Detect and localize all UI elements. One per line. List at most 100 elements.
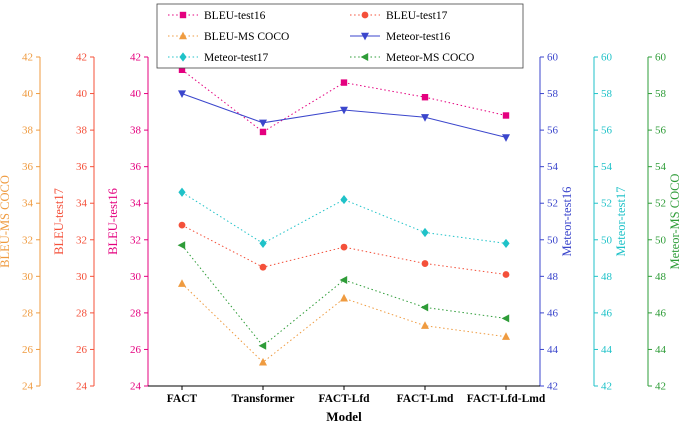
y-tick-label: 36 <box>76 161 88 173</box>
y-axis-title: BLEU-test17 <box>52 188 66 255</box>
y-tick-label: 38 <box>76 125 88 137</box>
legend-label: Meteor-test17 <box>204 52 269 64</box>
y-tick-label: 26 <box>22 344 34 356</box>
y-tick-label: 44 <box>601 344 613 356</box>
y-tick-label: 50 <box>655 234 667 246</box>
y-tick-label: 48 <box>601 271 613 283</box>
y-tick-label: 32 <box>22 234 33 246</box>
y-axis-title: BLEU-MS COCO <box>0 175 12 268</box>
y-tick-label: 30 <box>130 271 142 283</box>
y-tick-label: 44 <box>655 344 667 356</box>
y-tick-label: 42 <box>76 52 87 64</box>
y-tick-label: 42 <box>655 381 666 393</box>
y-axis-title: Meteor-MS COCO <box>668 174 682 270</box>
series-meteor-test17 <box>178 187 510 249</box>
x-tick-label: FACT-Lmd <box>397 393 454 405</box>
y-tick-label: 36 <box>130 161 142 173</box>
y-tick-label: 38 <box>130 125 142 137</box>
y-tick-label: 40 <box>76 88 88 100</box>
x-axis-title: Model <box>326 409 362 424</box>
y-tick-label: 54 <box>547 161 559 173</box>
y-tick-label: 34 <box>130 198 142 210</box>
legend-label: Meteor-MS COCO <box>386 52 474 64</box>
y-tick-label: 54 <box>655 161 667 173</box>
y-axis-title: Meteor-test16 <box>560 187 574 257</box>
y-tick-label: 58 <box>547 88 559 100</box>
y-axis-bleu-test16: 24 26 28 30 32 34 36 38 40 42 BLEU-test16 <box>106 52 149 393</box>
series-bleu-test16 <box>178 66 510 136</box>
y-tick-label: 38 <box>22 125 34 137</box>
legend-item-bleu-test17: BLEU-test17 <box>350 10 448 22</box>
y-tick-label: 46 <box>655 307 667 319</box>
legend-item-meteor-ms-coco: Meteor-MS COCO <box>350 52 474 64</box>
x-tick-label: Transformer <box>231 393 294 405</box>
y-tick-label: 58 <box>655 88 667 100</box>
y-tick-label: 28 <box>130 307 142 319</box>
y-tick-label: 48 <box>655 271 667 283</box>
legend-label: BLEU-test17 <box>386 10 448 22</box>
y-tick-label: 46 <box>547 307 559 319</box>
y-tick-label: 28 <box>22 307 34 319</box>
y-tick-label: 30 <box>22 271 34 283</box>
series-bleu-test17 <box>178 221 510 278</box>
y-tick-label: 32 <box>76 234 87 246</box>
y-tick-label: 28 <box>76 307 88 319</box>
legend-label: Meteor-test16 <box>386 31 451 43</box>
y-axis-meteor-test17: 42 44 46 48 50 52 54 56 58 60 Meteor-test17 <box>593 52 628 393</box>
y-tick-label: 52 <box>547 198 558 210</box>
legend-item-meteor-test16: Meteor-test16 <box>350 31 451 43</box>
y-tick-label: 48 <box>547 271 559 283</box>
y-tick-label: 50 <box>601 234 613 246</box>
legend-item-meteor-test17: Meteor-test17 <box>168 52 269 64</box>
y-tick-label: 44 <box>547 344 559 356</box>
y-tick-label: 54 <box>601 161 613 173</box>
legend-item-bleu-ms-coco: BLEU-MS COCO <box>168 31 289 43</box>
x-tick-label: FACT-Lfd-Lmd <box>467 393 546 405</box>
y-tick-label: 34 <box>76 198 88 210</box>
y-tick-label: 60 <box>601 52 613 64</box>
y-tick-label: 36 <box>22 161 34 173</box>
x-tick-label: FACT-Lfd <box>318 393 370 405</box>
y-tick-label: 50 <box>547 234 559 246</box>
y-tick-label: 34 <box>22 198 34 210</box>
legend-label: BLEU-MS COCO <box>204 31 289 43</box>
y-tick-label: 58 <box>601 88 613 100</box>
y-tick-label: 32 <box>130 234 141 246</box>
y-tick-label: 26 <box>76 344 88 356</box>
y-tick-label: 46 <box>601 307 613 319</box>
y-axis-title: Meteor-test17 <box>614 187 628 257</box>
y-tick-label: 60 <box>655 52 667 64</box>
y-tick-label: 42 <box>130 52 141 64</box>
series-meteor-ms-coco <box>177 241 510 350</box>
y-axis-bleu-ms-coco: 24 26 28 30 32 34 36 38 40 42 BLEU-MS COCO <box>0 52 41 393</box>
y-tick-label: 60 <box>547 52 559 64</box>
y-tick-label: 56 <box>601 125 613 137</box>
y-tick-label: 52 <box>655 198 666 210</box>
y-tick-label: 52 <box>601 198 612 210</box>
y-tick-label: 40 <box>22 88 34 100</box>
y-tick-label: 24 <box>76 381 88 393</box>
y-tick-label: 30 <box>76 271 88 283</box>
legend-label: BLEU-test16 <box>204 10 266 22</box>
y-axis-meteor-test16: 42 44 46 48 50 52 54 56 58 60 Meteor-test16 <box>539 52 574 393</box>
y-axis-bleu-test17: 24 26 28 30 32 34 36 38 40 42 BLEU-test17 <box>52 52 95 393</box>
series-bleu-ms-coco <box>178 279 510 366</box>
legend-item-bleu-test16: BLEU-test16 <box>168 10 266 22</box>
x-tick-label: FACT <box>167 393 198 405</box>
y-axis-title: BLEU-test16 <box>106 188 120 255</box>
y-tick-label: 24 <box>130 381 142 393</box>
x-axis: FACT Transformer FACT-Lfd FACT-Lmd FACT-Lfd-… <box>148 385 546 424</box>
y-tick-label: 40 <box>130 88 142 100</box>
y-axis-meteor-ms-coco: 42 44 46 48 50 52 54 56 58 60 Meteor-MS COCO <box>647 52 682 393</box>
legend: BLEU-test16 BLEU-test17 BLEU-MS COCO Meteor… <box>156 3 524 69</box>
y-tick-label: 56 <box>547 125 559 137</box>
y-tick-label: 42 <box>601 381 612 393</box>
y-tick-label: 42 <box>547 381 558 393</box>
y-tick-label: 56 <box>655 125 667 137</box>
y-tick-label: 24 <box>22 381 34 393</box>
y-tick-label: 42 <box>22 52 33 64</box>
y-tick-label: 26 <box>130 344 142 356</box>
series-meteor-test16 <box>178 90 510 142</box>
